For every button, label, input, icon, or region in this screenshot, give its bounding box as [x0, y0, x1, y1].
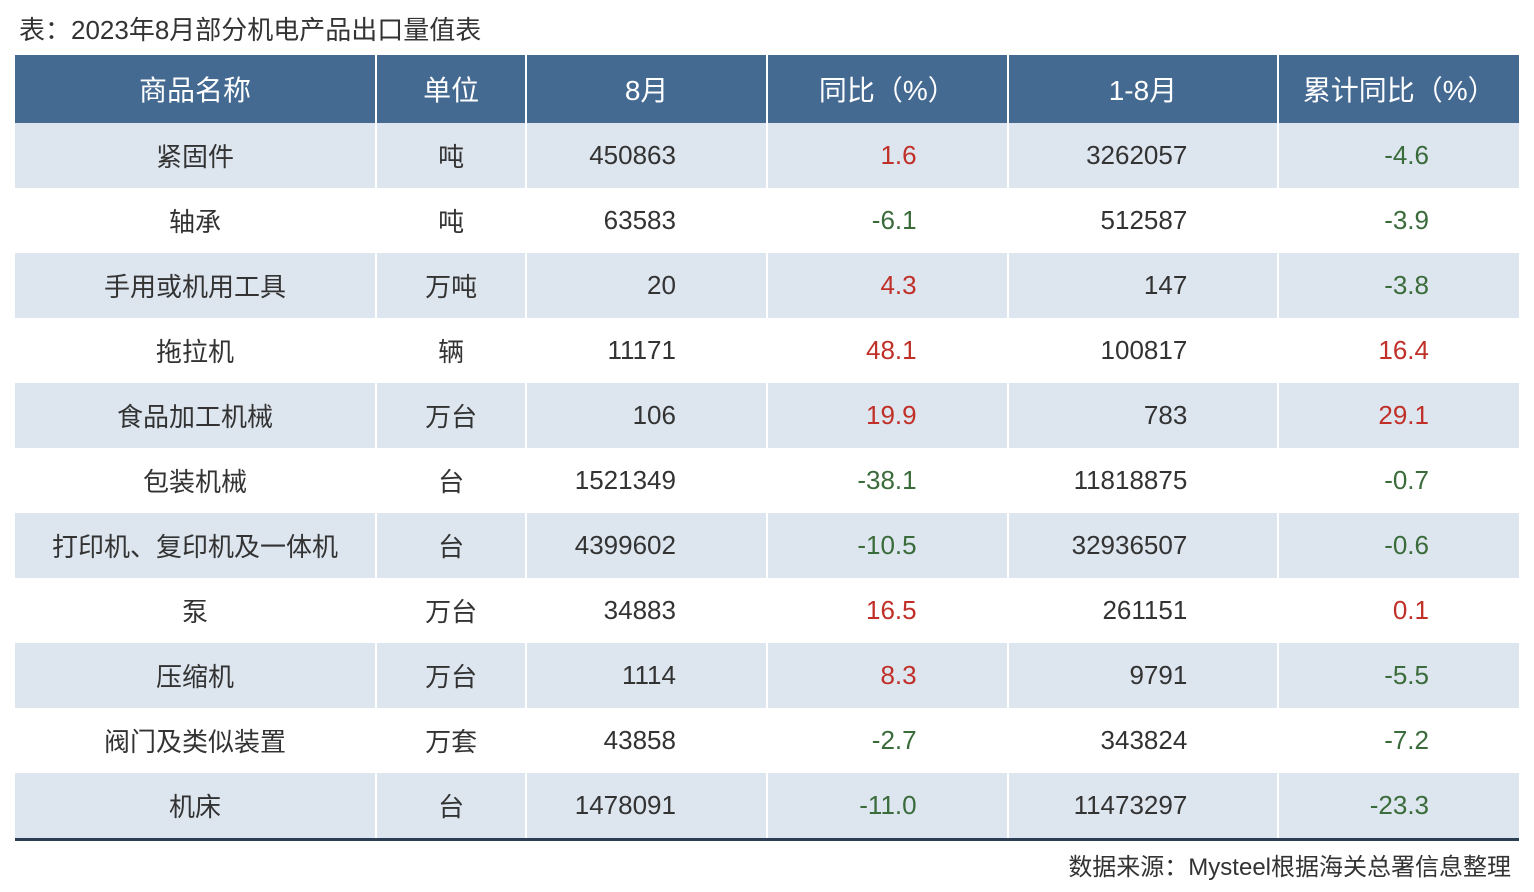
table-cell: -11.0	[767, 773, 1008, 838]
table-cell: 3262057	[1008, 123, 1279, 188]
col-header-yoy: 同比（%）	[767, 55, 1008, 123]
table-cell: 9791	[1008, 643, 1279, 708]
table-cell: -38.1	[767, 448, 1008, 513]
table-cell: 4.3	[767, 253, 1008, 318]
col-header-cyoy: 累计同比（%）	[1278, 55, 1519, 123]
table-cell: -23.3	[1278, 773, 1519, 838]
table-row: 泵万台3488316.52611510.1	[15, 578, 1519, 643]
table-cell: 打印机、复印机及一体机	[15, 513, 376, 578]
table-cell: 1478091	[526, 773, 767, 838]
table-cell: 343824	[1008, 708, 1279, 773]
table-cell: 106	[526, 383, 767, 448]
table-cell: 0.1	[1278, 578, 1519, 643]
table-cell: 万套	[376, 708, 526, 773]
col-header-unit: 单位	[376, 55, 526, 123]
table-cell: 万台	[376, 578, 526, 643]
table-cell: 48.1	[767, 318, 1008, 383]
table-cell: 手用或机用工具	[15, 253, 376, 318]
table-cell: 万台	[376, 643, 526, 708]
table-row: 食品加工机械万台10619.978329.1	[15, 383, 1519, 448]
table-row: 拖拉机辆1117148.110081716.4	[15, 318, 1519, 383]
table-cell: 吨	[376, 123, 526, 188]
table-cell: -2.7	[767, 708, 1008, 773]
table-cell: 包装机械	[15, 448, 376, 513]
table-cell: -3.8	[1278, 253, 1519, 318]
col-header-ytd: 1-8月	[1008, 55, 1279, 123]
table-cell: 16.5	[767, 578, 1008, 643]
table-cell: 450863	[526, 123, 767, 188]
table-cell: 压缩机	[15, 643, 376, 708]
table-cell: 512587	[1008, 188, 1279, 253]
table-cell: 轴承	[15, 188, 376, 253]
table-row: 阀门及类似装置万套43858-2.7343824-7.2	[15, 708, 1519, 773]
table-cell: 泵	[15, 578, 376, 643]
table-body: 紧固件吨4508631.63262057-4.6轴承吨63583-6.15125…	[15, 123, 1519, 838]
table-cell: 11818875	[1008, 448, 1279, 513]
table-cell: -0.6	[1278, 513, 1519, 578]
table-cell: -3.9	[1278, 188, 1519, 253]
table-cell: 紧固件	[15, 123, 376, 188]
export-table-container: 商品名称 单位 8月 同比（%） 1-8月 累计同比（%） 紧固件吨450863…	[15, 55, 1519, 841]
table-header-row: 商品名称 单位 8月 同比（%） 1-8月 累计同比（%）	[15, 55, 1519, 123]
table-cell: 台	[376, 513, 526, 578]
table-cell: 1.6	[767, 123, 1008, 188]
table-cell: 29.1	[1278, 383, 1519, 448]
table-cell: 1521349	[526, 448, 767, 513]
table-cell: 1114	[526, 643, 767, 708]
table-cell: 783	[1008, 383, 1279, 448]
table-cell: 8.3	[767, 643, 1008, 708]
table-row: 打印机、复印机及一体机台4399602-10.532936507-0.6	[15, 513, 1519, 578]
table-row: 包装机械台1521349-38.111818875-0.7	[15, 448, 1519, 513]
table-cell: -0.7	[1278, 448, 1519, 513]
table-row: 机床台1478091-11.011473297-23.3	[15, 773, 1519, 838]
table-cell: 261151	[1008, 578, 1279, 643]
table-row: 压缩机万台11148.39791-5.5	[15, 643, 1519, 708]
table-cell: -7.2	[1278, 708, 1519, 773]
table-cell: 20	[526, 253, 767, 318]
col-header-aug: 8月	[526, 55, 767, 123]
export-table: 商品名称 单位 8月 同比（%） 1-8月 累计同比（%） 紧固件吨450863…	[15, 55, 1519, 838]
table-cell: 万台	[376, 383, 526, 448]
table-row: 紧固件吨4508631.63262057-4.6	[15, 123, 1519, 188]
table-cell: 63583	[526, 188, 767, 253]
table-cell: 辆	[376, 318, 526, 383]
table-row: 轴承吨63583-6.1512587-3.9	[15, 188, 1519, 253]
table-cell: 43858	[526, 708, 767, 773]
table-row: 手用或机用工具万吨204.3147-3.8	[15, 253, 1519, 318]
col-header-name: 商品名称	[15, 55, 376, 123]
table-cell: 4399602	[526, 513, 767, 578]
table-cell: 台	[376, 773, 526, 838]
table-cell: 32936507	[1008, 513, 1279, 578]
table-cell: 万吨	[376, 253, 526, 318]
table-cell: 阀门及类似装置	[15, 708, 376, 773]
table-cell: -4.6	[1278, 123, 1519, 188]
table-cell: 100817	[1008, 318, 1279, 383]
table-cell: 16.4	[1278, 318, 1519, 383]
table-cell: 机床	[15, 773, 376, 838]
table-cell: 拖拉机	[15, 318, 376, 383]
table-cell: 台	[376, 448, 526, 513]
table-cell: -6.1	[767, 188, 1008, 253]
table-cell: 34883	[526, 578, 767, 643]
table-cell: -5.5	[1278, 643, 1519, 708]
table-cell: 19.9	[767, 383, 1008, 448]
table-cell: 147	[1008, 253, 1279, 318]
table-cell: 食品加工机械	[15, 383, 376, 448]
table-cell: -10.5	[767, 513, 1008, 578]
table-cell: 11473297	[1008, 773, 1279, 838]
table-cell: 吨	[376, 188, 526, 253]
data-source: 数据来源：Mysteel根据海关总署信息整理	[15, 847, 1519, 882]
table-title: 表：2023年8月部分机电产品出口量值表	[15, 10, 1519, 47]
table-cell: 11171	[526, 318, 767, 383]
